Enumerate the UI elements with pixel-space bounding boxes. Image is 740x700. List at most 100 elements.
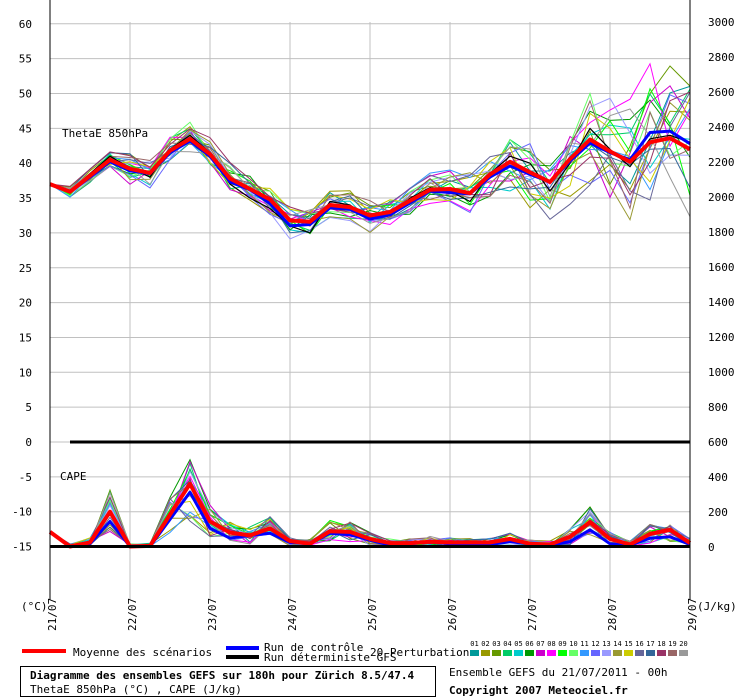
perturbation-id-label: 17 (646, 640, 654, 648)
x-axis-date-labels: 21/07 22/07 23/07 24/07 25/07 26/07 27/07 28/07… (46, 598, 699, 631)
perturbation-id-label: 20 (679, 640, 687, 648)
chart-title-box: Diagramme des ensembles GEFS sur 180h po… (20, 666, 436, 697)
right-tick-label: 0 (708, 541, 715, 554)
perturbation-id-label: 18 (657, 640, 665, 648)
chart-subtitle: ThetaE 850hPa (°C) , CAPE (J/kg) (30, 683, 242, 696)
x-date-label: 26/07 (446, 598, 459, 631)
right-tick-label: 2600 (708, 86, 735, 99)
perturbation-swatch (635, 650, 644, 656)
perturbation-id-label: 04 (503, 640, 511, 648)
right-tick-label: 2200 (708, 156, 735, 169)
left-tick-label: 0 (25, 436, 32, 449)
perturbation-swatch (536, 650, 545, 656)
thetae-series-label: ThetaE 850hPa (62, 127, 148, 140)
left-tick-label: 5 (25, 401, 32, 414)
perturbation-swatch (503, 650, 512, 656)
perturbation-id-label: 10 (569, 640, 577, 648)
perturbation-swatch (481, 650, 490, 656)
perturbation-thetae-line (49, 101, 691, 234)
left-tick-label: 10 (19, 366, 32, 379)
x-date-label: 27/07 (526, 598, 539, 631)
perturbation-id-label: 12 (591, 640, 599, 648)
perturbation-thetae-line (49, 99, 691, 227)
left-tick-label: 25 (19, 262, 32, 275)
x-date-label: 28/07 (606, 598, 619, 631)
perturbation-swatch (580, 650, 589, 656)
left-tick-label: -15 (12, 541, 32, 554)
legend-control-swatch (226, 646, 259, 650)
perturbation-swatch (514, 650, 523, 656)
perturbation-swatch (558, 650, 567, 656)
perturbation-id-label: 06 (525, 640, 533, 648)
cape-series-label: CAPE (60, 470, 87, 483)
chart-axes (49, 0, 691, 600)
right-tick-label: 2000 (708, 191, 735, 204)
perturbation-id-label: 02 (481, 640, 489, 648)
right-tick-label: 200 (708, 506, 728, 519)
perturbation-id-label: 13 (602, 640, 610, 648)
right-tick-label: 2400 (708, 121, 735, 134)
perturbation-id-label: 15 (624, 640, 632, 648)
left-tick-label: 45 (19, 122, 32, 135)
x-date-label: 23/07 (206, 598, 219, 631)
left-tick-label: 50 (19, 88, 32, 101)
legend-perturbation-swatches: 01 02 03 04 05 06 07 08 09 10 11 12 13 14 15 16 17 18 19 20 (470, 640, 688, 656)
left-tick-label: 35 (19, 192, 32, 205)
left-tick-label: 55 (19, 53, 32, 66)
legend-control-label: Run de contrôle (264, 641, 363, 654)
right-tick-label: 1400 (708, 296, 735, 309)
right-tick-label: 1800 (708, 226, 735, 239)
legend-perturbations-label: 20 Perturbations (370, 646, 476, 659)
left-tick-label: 20 (19, 297, 32, 310)
mean-thetae-line (49, 136, 691, 224)
perturbation-swatch (470, 650, 479, 656)
perturbation-id-label: 01 (470, 640, 478, 648)
run-info: Ensemble GEFS du 21/07/2011 - 00h (449, 666, 668, 679)
x-date-label: 25/07 (366, 598, 379, 631)
legend-deterministic-label: Run déterministe GFS (264, 651, 396, 664)
left-tick-label: -10 (12, 506, 32, 519)
perturbation-id-label: 08 (547, 640, 555, 648)
perturbation-id-label: 03 (492, 640, 500, 648)
perturbation-swatch (492, 650, 501, 656)
perturbation-swatch (646, 650, 655, 656)
right-tick-label: 2800 (708, 51, 735, 64)
perturbation-swatch (657, 650, 666, 656)
right-tick-label: 1600 (708, 261, 735, 274)
left-tick-label: 15 (19, 331, 32, 344)
legend-mean-label: Moyenne des scénarios (73, 646, 212, 659)
perturbation-swatch (547, 650, 556, 656)
perturbation-swatch (624, 650, 633, 656)
x-date-label: 24/07 (286, 598, 299, 631)
perturbation-id-label: 14 (613, 640, 621, 648)
legend-mean-swatch (22, 649, 66, 653)
perturbation-id-label: 11 (580, 640, 588, 648)
perturbation-id-label: 16 (635, 640, 643, 648)
right-tick-label: 600 (708, 436, 728, 449)
right-axis-ticks: 3000280026002400220020001800160014001200… (708, 16, 735, 554)
copyright: Copyright 2007 Meteociel.fr (449, 684, 628, 697)
perturbation-id-label: 19 (668, 640, 676, 648)
right-tick-label: 3000 (708, 16, 735, 29)
legend-deterministic-swatch (226, 655, 259, 659)
left-axis-unit: (°C) (21, 600, 48, 613)
x-date-label: 22/07 (126, 598, 139, 631)
perturbation-swatch (569, 650, 578, 656)
perturbation-swatch (668, 650, 677, 656)
perturbation-id-label: 05 (514, 640, 522, 648)
mean-cape-line (48, 481, 692, 549)
right-axis-unit: (J/kg) (697, 600, 737, 613)
right-tick-label: 400 (708, 471, 728, 484)
perturbation-id-label: 09 (558, 640, 566, 648)
chart-title: Diagramme des ensembles GEFS sur 180h po… (30, 669, 415, 682)
chart-legend: Moyenne des scénarios Run de contrôle Ru… (22, 640, 688, 664)
perturbation-thetae-line (49, 91, 691, 219)
left-tick-label: 40 (19, 157, 32, 170)
left-tick-label: -5 (19, 471, 32, 484)
x-date-label: 29/07 (686, 598, 699, 631)
right-tick-label: 1200 (708, 331, 735, 344)
perturbation-thetae-line (49, 97, 691, 213)
perturbation-id-label: 07 (536, 640, 544, 648)
